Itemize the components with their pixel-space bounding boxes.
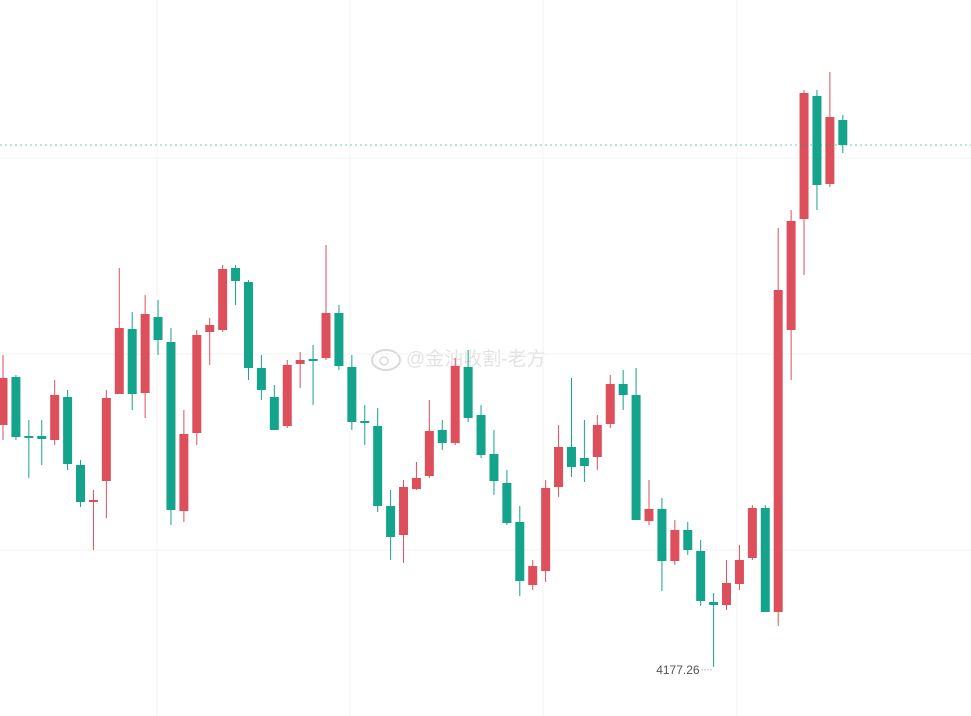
candle-body	[231, 268, 241, 281]
candle-body	[373, 426, 383, 506]
vertical-grid	[156, 0, 738, 716]
candle-body	[812, 96, 822, 185]
candle-body	[644, 509, 654, 521]
candle-body	[799, 93, 809, 219]
candle-body	[166, 342, 176, 510]
candle-body	[282, 365, 292, 426]
candle-body	[554, 447, 564, 487]
candle-body	[825, 117, 835, 184]
candle-body	[256, 368, 266, 390]
candle-body	[657, 509, 667, 561]
candle-body	[386, 506, 396, 537]
candle-body	[347, 367, 357, 422]
watermark-logo-eye	[379, 356, 389, 366]
candle-body	[179, 434, 189, 511]
candle-body	[722, 583, 732, 605]
candle-body	[308, 359, 318, 361]
candle-body	[463, 367, 473, 418]
candle-body	[88, 500, 98, 502]
candle-body	[140, 314, 150, 393]
candle-body	[786, 221, 796, 330]
candle-body	[709, 602, 719, 605]
plot: 4177.26	[0, 72, 971, 677]
candle-body	[243, 282, 253, 368]
candle-body	[76, 465, 86, 502]
candle-body	[399, 487, 409, 535]
candle-body	[618, 384, 628, 395]
candle-body	[334, 313, 344, 366]
candle-body	[101, 398, 111, 481]
candle-body	[450, 366, 460, 443]
candle-body	[411, 478, 421, 489]
watermark-logo	[371, 349, 401, 371]
candle-body	[838, 120, 848, 145]
candle-body	[631, 395, 641, 520]
candle-body	[50, 395, 60, 440]
candle-body	[218, 269, 228, 330]
candle-body	[205, 325, 215, 332]
candle-body	[605, 384, 615, 424]
candle-body	[541, 488, 551, 571]
candle-body	[747, 508, 757, 558]
candle-body	[295, 360, 305, 364]
candle-body	[63, 397, 73, 464]
watermark-text: @金油收割-老方	[406, 348, 546, 370]
candle-body	[476, 415, 486, 455]
candle-body	[321, 313, 331, 358]
candle-body	[424, 431, 434, 476]
candle-body	[670, 530, 680, 561]
candle-body	[489, 454, 499, 481]
low-label: 4177.26	[656, 663, 700, 677]
candle-body	[592, 425, 602, 457]
candle-body	[153, 317, 163, 340]
candle-body	[515, 522, 525, 581]
candle-body	[114, 328, 124, 394]
candle-body	[0, 378, 8, 425]
candle-body	[760, 508, 770, 612]
candle-body	[528, 566, 538, 585]
candle-body	[579, 458, 589, 466]
candle-body	[269, 397, 279, 430]
candle-body	[127, 329, 137, 394]
candle-body	[192, 335, 202, 433]
candle-body	[11, 377, 21, 437]
candle-body	[24, 436, 34, 438]
candle-body	[683, 530, 693, 550]
candle-body	[37, 436, 47, 439]
candle-body	[696, 551, 706, 601]
candle-body	[437, 430, 447, 443]
candle-body	[502, 483, 512, 523]
candle-body	[360, 421, 370, 423]
candle-body	[773, 290, 783, 612]
candle-body	[566, 447, 576, 467]
candle-body	[734, 560, 744, 584]
